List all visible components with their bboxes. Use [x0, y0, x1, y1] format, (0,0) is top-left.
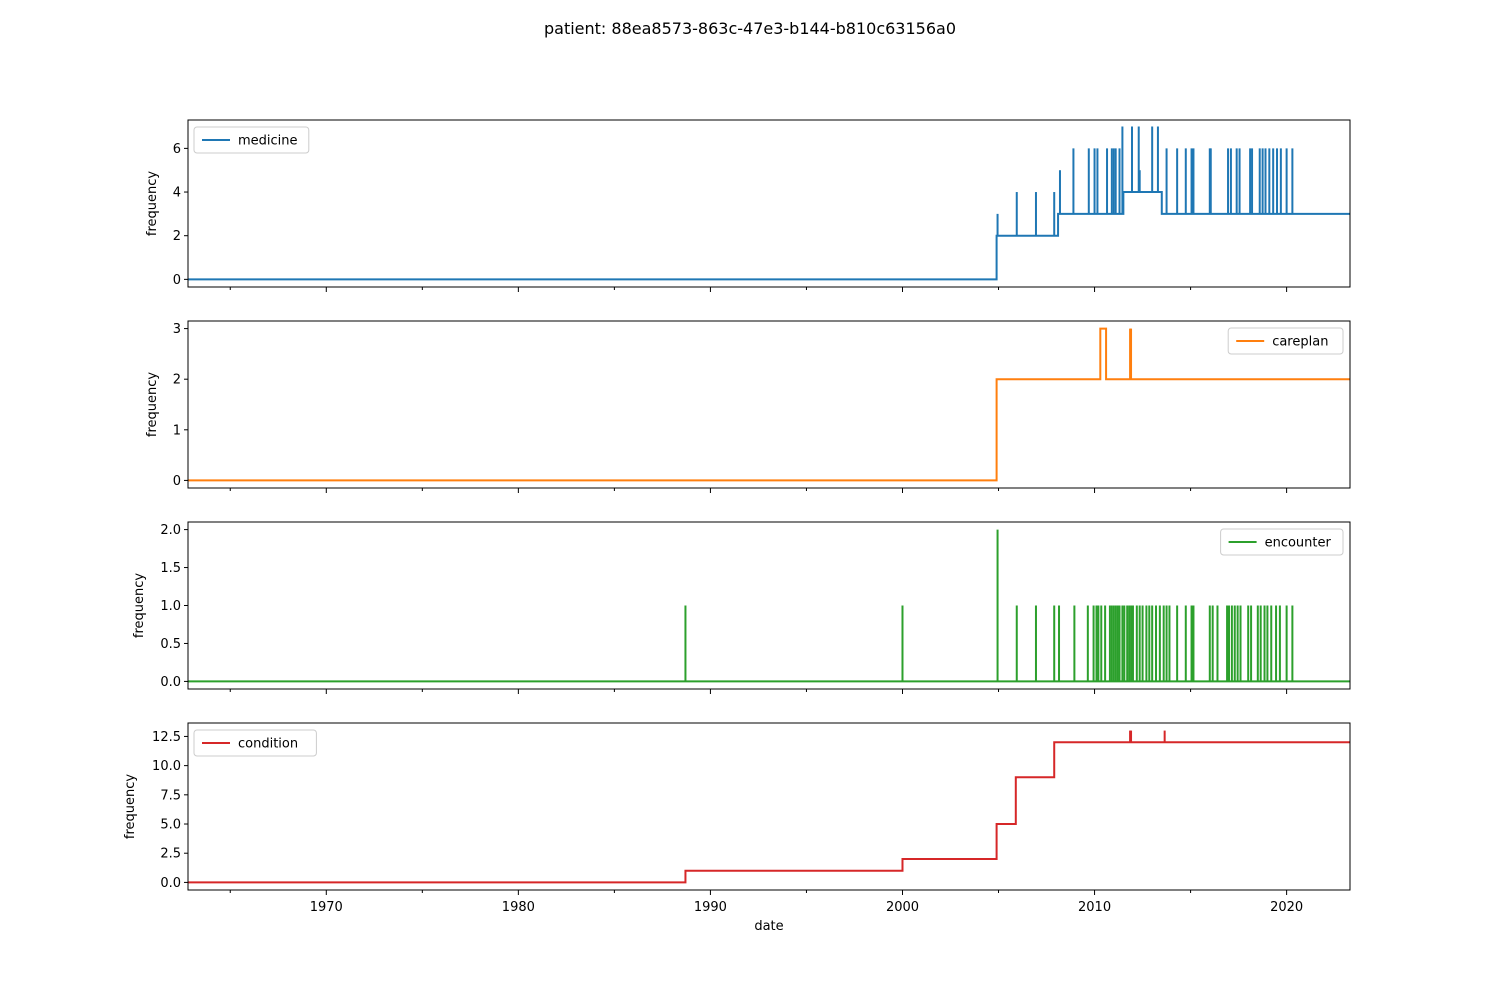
- y-tick-label: 2: [173, 373, 181, 388]
- y-tick-label: 0: [173, 273, 181, 288]
- y-tick-label: 1.5: [160, 561, 181, 576]
- y-tick-label: 6: [173, 142, 181, 157]
- y-axis-label: frequency: [145, 372, 160, 438]
- legend: condition: [193, 729, 317, 757]
- y-tick-label: 0.0: [160, 675, 181, 690]
- x-tick-label: 1970: [310, 900, 343, 915]
- y-tick-label: 7.5: [160, 788, 181, 803]
- subplot-2: 0 1 2 3 frequency careplan: [145, 320, 1351, 493]
- y-tick-label: 0.5: [160, 637, 181, 652]
- x-tick-label: 1980: [502, 900, 535, 915]
- series-careplan: [188, 327, 1350, 482]
- y-tick-label: 5.0: [160, 818, 181, 833]
- plot-frame: [187, 320, 1351, 489]
- y-tick-label: 12.5: [152, 730, 181, 745]
- x-axis-label: date: [754, 919, 783, 934]
- series-condition: [188, 730, 1350, 884]
- x-tick-label: 2000: [886, 900, 919, 915]
- legend-label-careplan: careplan: [1272, 335, 1328, 350]
- y-tick-label: 3: [173, 322, 181, 337]
- x-tick-label: 2010: [1078, 900, 1111, 915]
- legend-box: [1220, 528, 1344, 556]
- y-tick-label: 2.5: [160, 847, 181, 862]
- figure-title: patient: 88ea8573-863c-47e3-b144-b810c63…: [544, 19, 956, 38]
- legend-label-condition: condition: [238, 737, 298, 752]
- y-tick-label: 10.0: [152, 759, 181, 774]
- y-tick-label: 2: [173, 229, 181, 244]
- subplot-4: 0.0 2.5 5.0 7.5 10.0 12.5 1970 1980 1990 2000 2010…: [123, 722, 1351, 915]
- x-tick-label: 1990: [694, 900, 727, 915]
- y-tick-label: 4: [173, 186, 181, 201]
- y-tick-label: 1.0: [160, 599, 181, 614]
- series-line-condition: [188, 741, 1350, 884]
- legend-box: [193, 126, 310, 154]
- subplot-1: 0 2 4 6 frequency medicine: [145, 119, 1351, 292]
- series-encounter: [188, 529, 1350, 683]
- legend-label-medicine: medicine: [238, 134, 298, 149]
- y-tick-label: 2.0: [160, 523, 181, 538]
- subplot-3: 0.0 0.5 1.0 1.5 2.0 frequency encounter: [132, 521, 1351, 694]
- y-axis-label: frequency: [123, 774, 138, 840]
- y-tick-label: 0.0: [160, 876, 181, 891]
- series-line-careplan: [188, 327, 1350, 482]
- series-line-medicine: [188, 191, 1350, 281]
- legend-box: [1227, 327, 1344, 355]
- y-tick-label: 1: [173, 423, 181, 438]
- subplots: 0 2 4 6 frequency medicine 0 1 2 3 frequency carepl…: [123, 119, 1351, 915]
- y-tick-label: 0: [173, 474, 181, 489]
- series-medicine: [188, 126, 1350, 281]
- plot-frame: [187, 119, 1351, 288]
- legend: encounter: [1220, 528, 1344, 556]
- legend-label-encounter: encounter: [1265, 536, 1332, 551]
- legend: medicine: [193, 126, 310, 154]
- legend: careplan: [1227, 327, 1344, 355]
- y-axis-label: frequency: [145, 171, 160, 237]
- x-tick-label: 2020: [1270, 900, 1303, 915]
- legend-box: [193, 729, 317, 757]
- plot-frame: [187, 722, 1351, 891]
- y-axis-label: frequency: [132, 573, 147, 639]
